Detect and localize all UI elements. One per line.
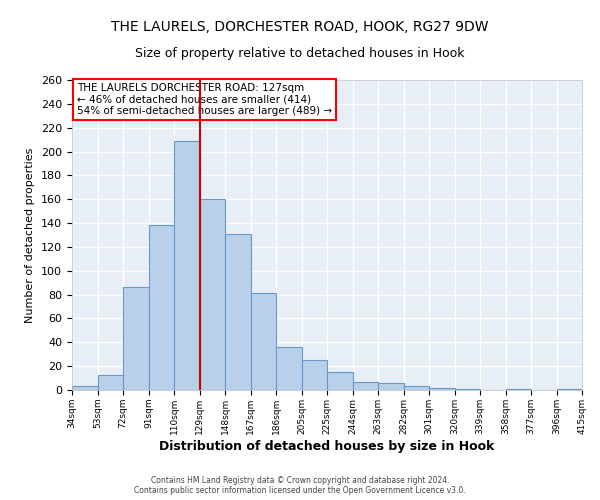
Bar bbox=[97, 374, 123, 390]
Bar bbox=[174, 141, 199, 390]
Bar bbox=[199, 199, 225, 390]
Bar bbox=[455, 389, 480, 390]
Y-axis label: Number of detached properties: Number of detached properties bbox=[25, 148, 35, 322]
Bar bbox=[353, 382, 378, 390]
Text: Size of property relative to detached houses in Hook: Size of property relative to detached ho… bbox=[135, 48, 465, 60]
Bar bbox=[378, 383, 404, 390]
Text: Contains HM Land Registry data © Crown copyright and database right 2024.
Contai: Contains HM Land Registry data © Crown c… bbox=[134, 476, 466, 495]
Bar bbox=[72, 386, 97, 390]
Bar bbox=[149, 226, 174, 390]
Bar bbox=[123, 288, 149, 390]
Bar bbox=[429, 388, 455, 390]
Text: THE LAURELS DORCHESTER ROAD: 127sqm
← 46% of detached houses are smaller (414)
5: THE LAURELS DORCHESTER ROAD: 127sqm ← 46… bbox=[77, 83, 332, 116]
Bar bbox=[505, 389, 531, 390]
Bar bbox=[327, 372, 353, 390]
Bar bbox=[225, 234, 251, 390]
Bar bbox=[276, 347, 302, 390]
Bar bbox=[251, 294, 276, 390]
X-axis label: Distribution of detached houses by size in Hook: Distribution of detached houses by size … bbox=[160, 440, 494, 452]
Text: THE LAURELS, DORCHESTER ROAD, HOOK, RG27 9DW: THE LAURELS, DORCHESTER ROAD, HOOK, RG27… bbox=[111, 20, 489, 34]
Bar bbox=[557, 389, 582, 390]
Bar bbox=[404, 386, 429, 390]
Bar bbox=[302, 360, 327, 390]
